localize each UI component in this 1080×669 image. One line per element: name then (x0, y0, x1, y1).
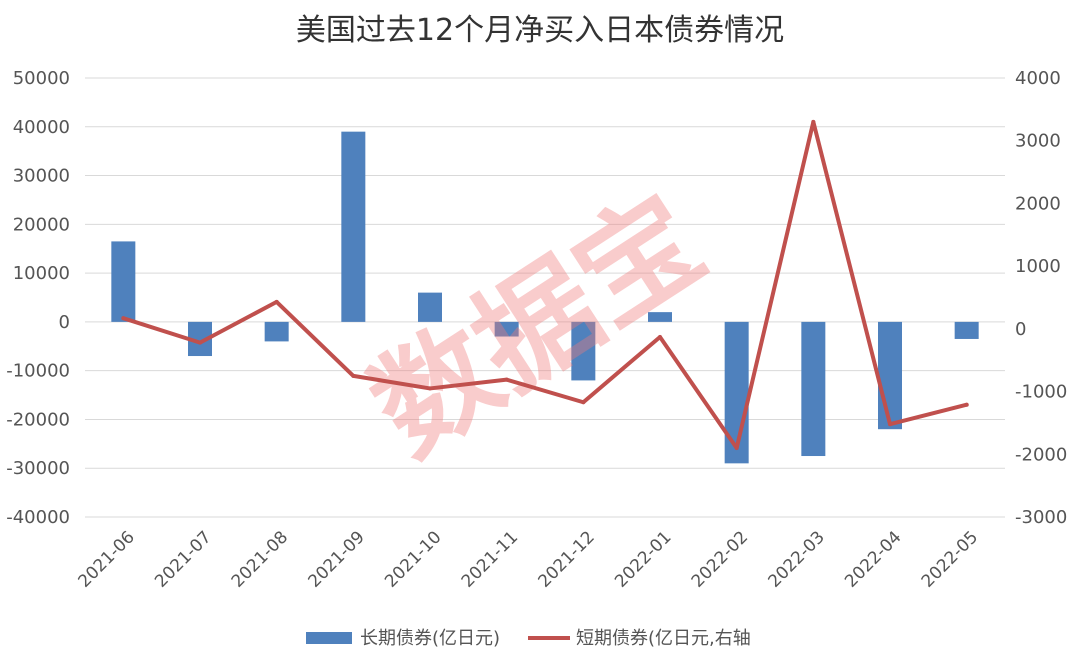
y-right-tick-label: -2000 (1015, 444, 1067, 465)
watermark-text: 数据宝 (349, 170, 727, 483)
bar (648, 312, 672, 322)
bar (571, 321, 596, 381)
legend-bar-swatch (306, 632, 352, 644)
bar (878, 321, 902, 430)
y-right-tick-label: -3000 (1015, 507, 1067, 528)
line-point (658, 335, 662, 340)
x-tick-label: 2021-07 (151, 527, 215, 591)
x-tick-label: 2022-05 (918, 527, 982, 591)
x-tick-label: 2022-02 (688, 527, 752, 591)
line-point (811, 119, 816, 124)
line-point (888, 422, 892, 427)
bar (494, 321, 519, 337)
bar (111, 241, 136, 322)
legend-label: 短期债券(亿日元,右轴 (576, 628, 751, 649)
y-left-tick-label: 10000 (13, 263, 70, 284)
y-axis-left: 50000 40000 30000 20000 10000 0 -10000 -20000 -3… (6, 68, 70, 528)
x-tick-label: 2022-01 (611, 527, 675, 591)
line-point (121, 316, 126, 321)
x-tick-label: 2021-09 (305, 527, 369, 591)
y-left-tick-label: 0 (59, 312, 70, 333)
line-point (581, 400, 586, 405)
y-left-tick-label: 40000 (13, 117, 70, 138)
x-tick-label: 2021-12 (535, 527, 599, 591)
x-tick-label: 2021-06 (75, 527, 139, 591)
line-series (121, 119, 969, 451)
bar (801, 321, 826, 457)
legend-label: 长期债券(亿日元) (360, 628, 500, 649)
y-right-tick-label: -1000 (1015, 382, 1067, 403)
x-tick-label: 2022-03 (765, 527, 829, 591)
x-axis: 2021-06 2021-07 2021-08 2021-09 2021-10 2021-… (75, 527, 983, 591)
y-axis-right: 4000 3000 2000 1000 0 -1000 -2000 -3000 (1015, 68, 1067, 528)
watermark: 数据宝 (349, 170, 727, 483)
line-point (428, 386, 432, 391)
chart-title: 美国过去12个月净买入日本债券情况 (296, 13, 784, 48)
line-point (734, 446, 739, 451)
y-right-tick-label: 2000 (1015, 193, 1061, 214)
y-right-tick-label: 1000 (1015, 256, 1061, 277)
y-left-tick-label: -10000 (6, 361, 70, 382)
y-left-tick-label: 50000 (13, 68, 70, 89)
x-tick-label: 2021-11 (458, 527, 522, 591)
x-tick-label: 2022-04 (841, 527, 905, 591)
bar (418, 292, 442, 322)
y-left-tick-label: -30000 (6, 458, 70, 479)
line-point (351, 373, 356, 378)
line-path (121, 119, 969, 451)
line-point (198, 340, 202, 345)
y-right-tick-label: 4000 (1015, 68, 1061, 89)
x-tick-label: 2021-08 (228, 527, 292, 591)
y-left-tick-label: 20000 (13, 214, 70, 235)
x-tick-label: 2021-10 (381, 527, 445, 591)
y-left-tick-label: -20000 (6, 409, 70, 430)
bar (264, 321, 289, 342)
line-point (274, 299, 279, 304)
y-left-tick-label: -40000 (6, 507, 70, 528)
y-right-tick-label: 3000 (1015, 131, 1061, 152)
bar (954, 321, 979, 339)
y-left-tick-label: 30000 (13, 166, 70, 187)
legend: 长期债券(亿日元) 短期债券(亿日元,右轴 (306, 628, 751, 649)
line-point (504, 377, 509, 382)
line-point (964, 402, 969, 407)
y-right-tick-label: 0 (1015, 319, 1026, 340)
bar (341, 131, 366, 322)
